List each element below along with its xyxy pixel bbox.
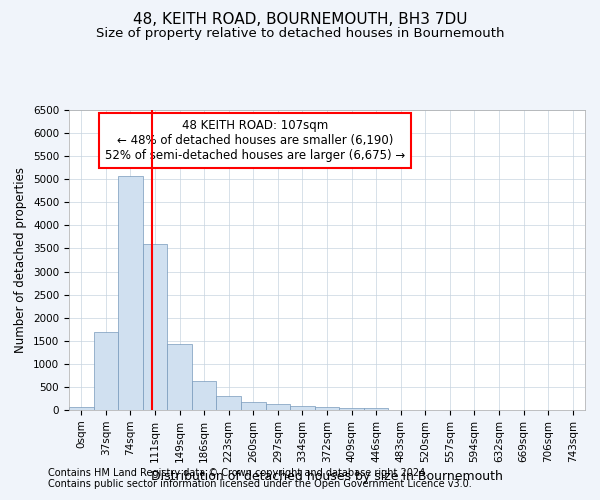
Bar <box>118 176 143 410</box>
Y-axis label: Number of detached properties: Number of detached properties <box>14 167 28 353</box>
Bar <box>94 332 118 410</box>
Bar <box>69 407 94 410</box>
Text: 48 KEITH ROAD: 107sqm
← 48% of detached houses are smaller (6,190)
52% of semi-d: 48 KEITH ROAD: 107sqm ← 48% of detached … <box>104 119 405 162</box>
X-axis label: Distribution of detached houses by size in Bournemouth: Distribution of detached houses by size … <box>151 470 503 483</box>
Text: Contains public sector information licensed under the Open Government Licence v3: Contains public sector information licen… <box>48 479 472 489</box>
Bar <box>217 396 241 410</box>
Text: Contains HM Land Registry data © Crown copyright and database right 2024.: Contains HM Land Registry data © Crown c… <box>48 468 428 477</box>
Bar <box>266 404 290 410</box>
Bar <box>364 408 388 410</box>
Bar <box>192 382 217 410</box>
Text: 48, KEITH ROAD, BOURNEMOUTH, BH3 7DU: 48, KEITH ROAD, BOURNEMOUTH, BH3 7DU <box>133 12 467 28</box>
Bar <box>290 406 315 410</box>
Bar <box>339 408 364 410</box>
Bar <box>315 407 339 410</box>
Bar <box>167 344 192 410</box>
Bar <box>241 402 266 410</box>
Text: Size of property relative to detached houses in Bournemouth: Size of property relative to detached ho… <box>96 28 504 40</box>
Bar <box>143 244 167 410</box>
